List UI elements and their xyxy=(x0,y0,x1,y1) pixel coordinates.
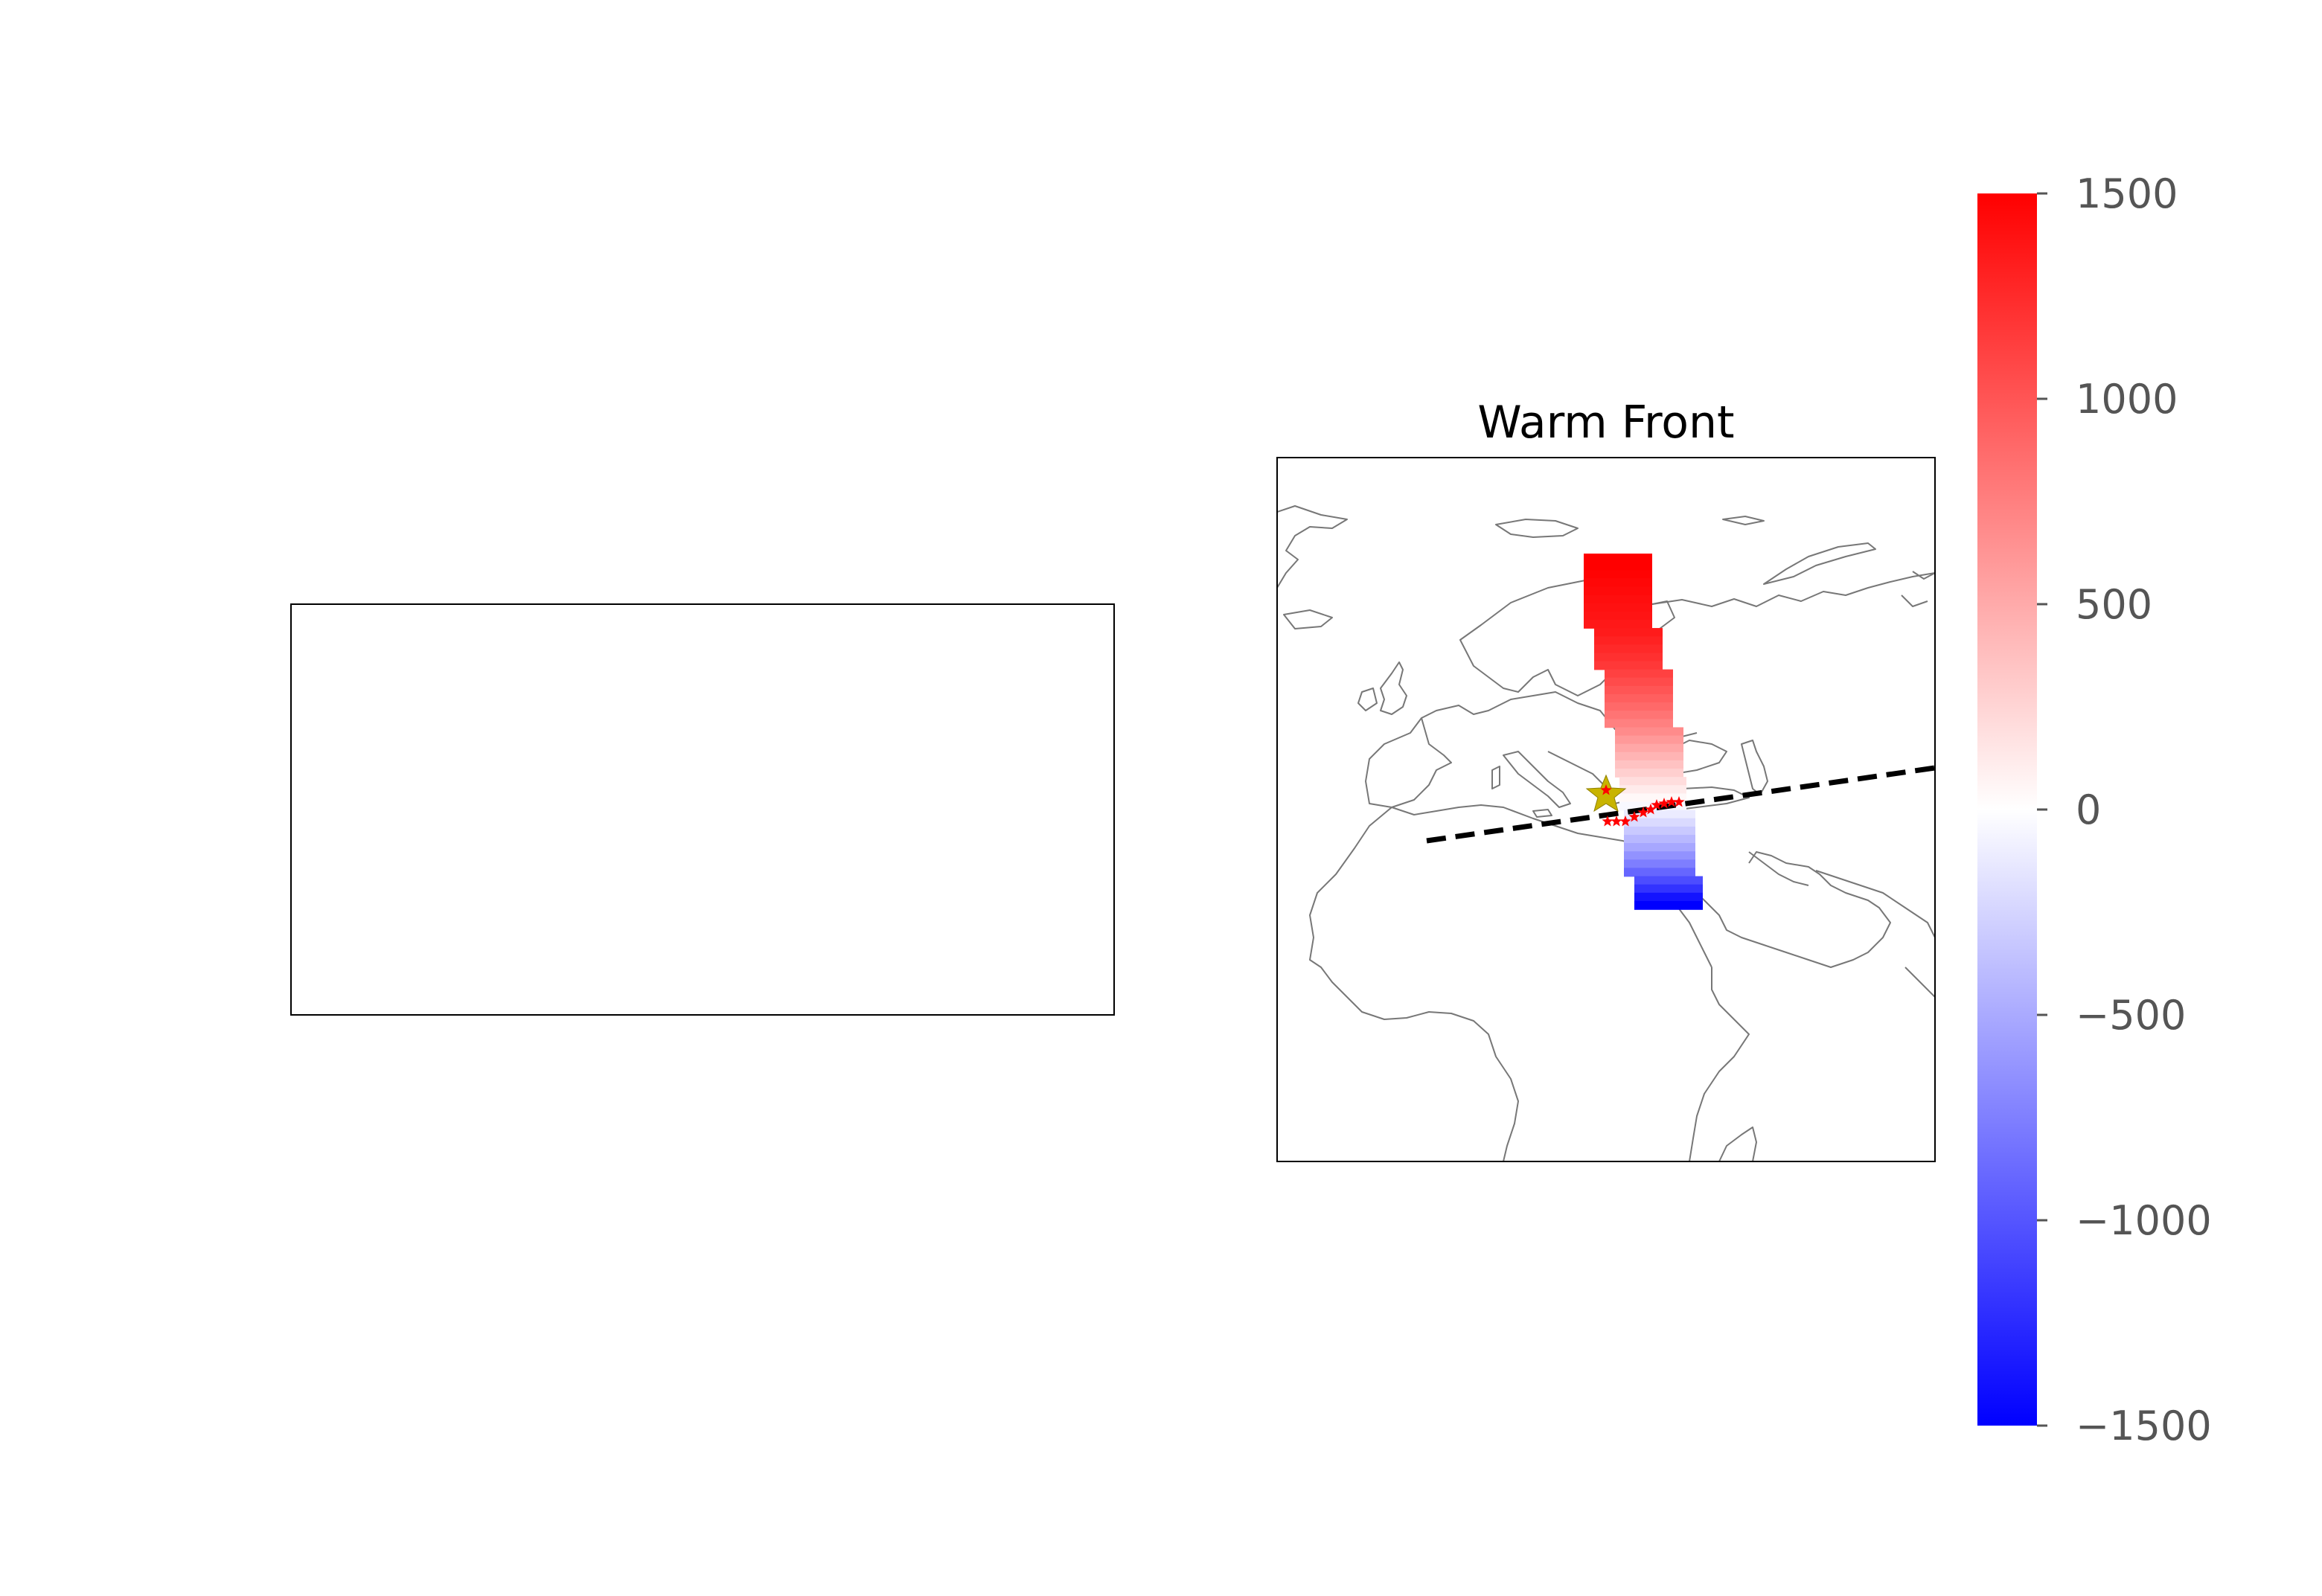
small-star-marker xyxy=(1673,796,1685,807)
coastline-north-africa xyxy=(1391,804,1653,849)
heatmap-cell xyxy=(1615,727,1683,737)
heatmap-cell xyxy=(1584,562,1652,571)
coastline-horn-africa xyxy=(1689,967,1750,1161)
map-panel xyxy=(1277,458,1935,1161)
heatmap-cell xyxy=(1634,876,1703,885)
coastline-persian-gulf xyxy=(1748,851,1809,886)
heatmap-cell xyxy=(1584,619,1652,629)
big-star-marker xyxy=(1585,774,1627,813)
coastline-franz-josef xyxy=(1722,516,1765,525)
coastline-west-africa xyxy=(1309,807,1519,1161)
heatmap-cell xyxy=(1624,851,1695,861)
coastline-iceland xyxy=(1283,609,1333,629)
small-star-marker xyxy=(1600,784,1612,795)
colorbar-ticks: 1500 1000 500 0 −500 −1000 −1500 xyxy=(2037,170,2212,1449)
empty-left-axes xyxy=(290,603,1115,1016)
heatmap-cell xyxy=(1615,743,1683,753)
heatmap-cell xyxy=(1615,769,1683,778)
colorbar-tick-label: 0 xyxy=(2076,786,2101,833)
coastline-north-russia xyxy=(1651,572,1935,607)
coastline-italy xyxy=(1503,751,1571,808)
coastline-arctic-east xyxy=(1901,571,1935,607)
small-star-marker xyxy=(1628,811,1640,822)
heatmap-cell xyxy=(1584,570,1652,580)
heatmap-cell xyxy=(1594,628,1663,637)
coastline-madagascar-tip xyxy=(1718,1127,1757,1161)
small-star-marker xyxy=(1619,815,1631,827)
heatmap-cell xyxy=(1619,801,1686,811)
small-star-marker xyxy=(1611,815,1622,827)
coastline-iberia xyxy=(1365,717,1452,808)
coastline-ireland xyxy=(1357,688,1378,711)
map-frame xyxy=(1276,457,1936,1162)
colorbar-tick-label: −1500 xyxy=(2076,1403,2212,1449)
small-star-marker xyxy=(1645,804,1657,815)
colorbar-tick-label: −500 xyxy=(2076,992,2186,1039)
heatmap-cell xyxy=(1584,578,1652,588)
heatmap-cell xyxy=(1624,810,1695,819)
heatmap-cell xyxy=(1619,785,1686,795)
heatmap-cell xyxy=(1594,661,1663,670)
coastline-arabia xyxy=(1659,851,1891,968)
coastline-britain xyxy=(1380,661,1407,715)
small-star-markers xyxy=(1600,784,1685,827)
heatmap-cell xyxy=(1605,693,1673,703)
heatmap-cell xyxy=(1615,751,1683,761)
coastline-caspian xyxy=(1741,740,1768,795)
heatmap-cell xyxy=(1624,834,1695,844)
coastline-iran xyxy=(1815,870,1935,998)
heatmap-cell xyxy=(1634,900,1703,910)
heatmap-cell xyxy=(1584,611,1652,621)
heatmap-cell xyxy=(1605,719,1673,728)
heatmap-cell xyxy=(1584,595,1652,604)
station-markers xyxy=(1585,774,1685,827)
heatmap-cell xyxy=(1605,669,1673,679)
heatmap-cell xyxy=(1634,892,1703,902)
colorbar-tick-label: 1500 xyxy=(2076,170,2178,217)
heatmap-cell xyxy=(1594,636,1663,646)
heatmap-cell xyxy=(1624,818,1695,827)
heatmap-cell xyxy=(1605,702,1673,712)
heatmap-cell xyxy=(1619,777,1686,786)
map-title: Warm Front xyxy=(1477,397,1734,449)
heatmap-cell xyxy=(1594,644,1663,654)
heatmap-cell xyxy=(1605,711,1673,720)
heatmap-cell xyxy=(1584,554,1652,563)
heatmap-cell xyxy=(1634,884,1703,894)
coastline-novaya-zemlya xyxy=(1763,542,1876,585)
coastline-europe xyxy=(1277,505,1348,589)
heatmap-cell xyxy=(1624,826,1695,836)
heatmap-cell xyxy=(1624,843,1695,852)
colorbar-tick-label: 500 xyxy=(2076,581,2152,628)
heatmap-cell xyxy=(1624,859,1695,869)
colorbar xyxy=(1977,193,2037,1426)
colorbar-tick-label: −1000 xyxy=(2076,1197,2212,1244)
small-star-marker xyxy=(1666,796,1677,807)
heatmap-cell xyxy=(1605,685,1673,695)
heatmap-cell xyxy=(1594,653,1663,662)
heatmap-cell xyxy=(1619,793,1686,803)
small-star-marker xyxy=(1658,798,1670,809)
heatmap-cell xyxy=(1584,603,1652,612)
colorbar-tick-label: 1000 xyxy=(2076,376,2178,423)
coastline-svalbard xyxy=(1495,519,1579,538)
small-star-marker xyxy=(1637,807,1649,818)
small-star-marker xyxy=(1602,815,1613,827)
heatmap-cell xyxy=(1615,760,1683,769)
heatmap-column xyxy=(1584,554,1703,910)
heatmap-cell xyxy=(1624,868,1695,877)
heatmap-cell xyxy=(1605,677,1673,687)
heatmap-cell xyxy=(1615,735,1683,745)
coastline-med-islands xyxy=(1491,766,1552,818)
heatmap-cell xyxy=(1584,586,1652,596)
small-star-marker xyxy=(1651,799,1663,810)
